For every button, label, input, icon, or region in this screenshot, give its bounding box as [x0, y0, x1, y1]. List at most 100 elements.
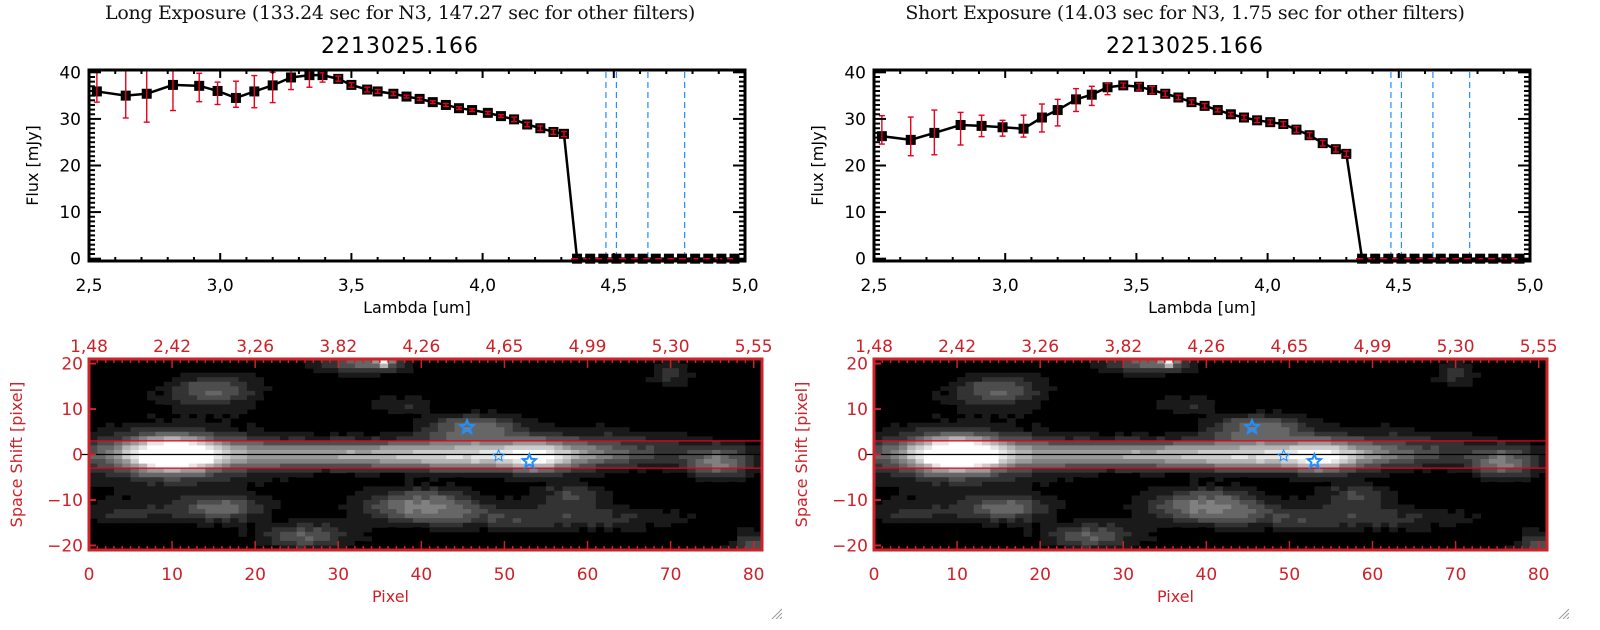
image-pixel [263, 499, 273, 506]
image-pixel [296, 527, 306, 533]
image-pixel [982, 440, 991, 446]
y-tick-label: −10 [832, 491, 868, 511]
image-pixel [932, 459, 941, 465]
image-pixel [1031, 486, 1041, 492]
image-pixel [1214, 431, 1224, 437]
image-pixel [1355, 518, 1365, 524]
image-pixel [454, 509, 464, 515]
image-pixel [363, 522, 372, 528]
image-pixel [1455, 368, 1465, 374]
image-pixel [1405, 504, 1415, 510]
image-pixel [1015, 449, 1025, 455]
image-pixel [1513, 449, 1523, 455]
image-pixel [1405, 463, 1415, 469]
image-pixel [421, 445, 431, 451]
image-pixel [421, 518, 431, 524]
image-pixel [89, 440, 98, 446]
image-pixel [1389, 468, 1398, 474]
image-pixel [1031, 372, 1041, 378]
image-pixel [1031, 490, 1041, 496]
image-pixel [670, 459, 680, 465]
image-pixel [1322, 463, 1332, 469]
image-pixel [1056, 513, 1066, 519]
resize-grip-icon[interactable] [770, 604, 783, 620]
image-pixel [898, 468, 908, 474]
image-pixel [1189, 486, 1199, 492]
image-pixel [923, 454, 933, 460]
image-pixel [188, 490, 198, 496]
image-pixel [915, 518, 925, 524]
image-pixel [1131, 518, 1141, 524]
image-pixel [213, 372, 223, 378]
image-pixel [305, 436, 314, 442]
resize-grip-icon[interactable] [1557, 604, 1570, 620]
image-pixel [155, 459, 165, 465]
image-pixel [1281, 513, 1290, 519]
image-pixel [1414, 436, 1423, 442]
image-pixel [1247, 490, 1257, 496]
image-pixel [388, 513, 397, 519]
image-pixel [255, 431, 264, 437]
image-pixel [604, 463, 613, 469]
image-pixel [321, 368, 331, 374]
image-pixel [1330, 459, 1340, 465]
image-pixel [1256, 422, 1266, 428]
error-bar [416, 96, 423, 101]
image-pixel [1272, 418, 1282, 424]
image-pixel [570, 495, 580, 501]
image-pixel [471, 427, 481, 433]
image-pixel [421, 481, 431, 487]
image-pixel [1040, 472, 1049, 478]
image-pixel [197, 404, 206, 410]
image-pixel [1148, 509, 1157, 515]
image-pixel [271, 449, 281, 455]
image-pixel [1405, 518, 1415, 524]
image-pixel [371, 490, 381, 496]
image-pixel [496, 504, 505, 510]
image-pixel [1081, 527, 1091, 533]
image-pixel [396, 368, 406, 374]
image-pixel [379, 490, 389, 496]
image-pixel [990, 372, 1000, 378]
image-pixel [1139, 472, 1149, 478]
image-pixel [130, 422, 140, 428]
error-bar [442, 102, 449, 108]
image-pixel [915, 481, 925, 487]
image-pixel [180, 509, 190, 515]
image-pixel [180, 499, 190, 506]
image-pixel [898, 472, 908, 478]
image-pixel [737, 536, 746, 542]
image-pixel [620, 454, 630, 460]
image-pixel [915, 509, 925, 515]
image-pixel [329, 436, 339, 442]
image-pixel [130, 504, 140, 510]
error-bar [232, 80, 239, 108]
image-pixel [1040, 481, 1049, 487]
image-pixel [1306, 449, 1315, 455]
image-pixel [948, 472, 958, 478]
image-pixel [122, 436, 132, 442]
image-pixel [923, 459, 933, 465]
image-pixel [1198, 490, 1207, 496]
image-pixel [973, 372, 983, 378]
image-pixel [1314, 449, 1324, 455]
image-pixel [1306, 431, 1315, 437]
image-pixel [1314, 445, 1324, 451]
image-pixel [1123, 540, 1133, 546]
image-pixel [1073, 477, 1083, 483]
image-pixel [471, 527, 481, 533]
image-pixel [990, 518, 1000, 524]
image-pixel [1131, 368, 1141, 374]
image-pixel [1389, 527, 1398, 533]
image-pixel [670, 518, 680, 524]
image-pixel [1239, 449, 1249, 455]
image-pixel [221, 418, 231, 424]
image-pixel [662, 459, 672, 465]
image-pixel [404, 504, 414, 510]
image-pixel [1206, 427, 1216, 433]
image-pixel [1023, 499, 1033, 506]
image-pixel [965, 499, 975, 506]
top-tick-label: 3,82 [1104, 337, 1142, 357]
image-pixel [1405, 522, 1415, 528]
image-pixel [545, 504, 555, 510]
